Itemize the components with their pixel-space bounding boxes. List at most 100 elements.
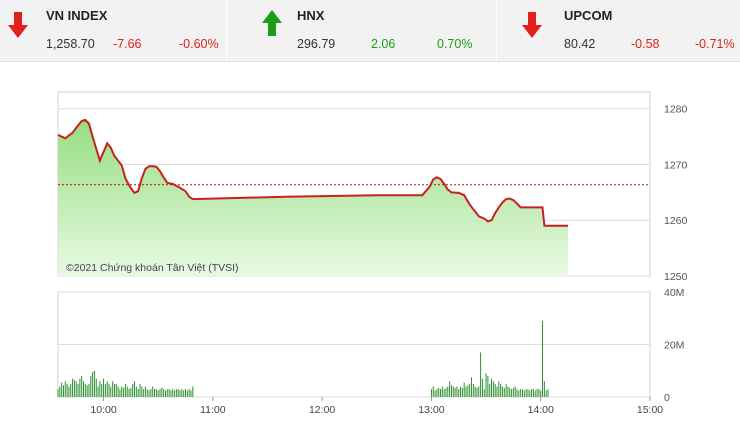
volume-bar <box>132 383 134 398</box>
volume-bar <box>447 386 449 397</box>
volume-bars <box>57 320 549 398</box>
index-change: -7.66 <box>113 37 142 51</box>
volume-bar <box>157 390 159 397</box>
volume-bar <box>101 383 103 398</box>
arrow-up-icon <box>262 10 282 36</box>
volume-axis-tick-label: 40M <box>664 287 684 299</box>
volume-bar <box>113 383 115 398</box>
volume-bar <box>449 381 451 397</box>
volume-bar <box>452 386 454 397</box>
volume-bar <box>489 383 491 398</box>
price-axis-tick-label: 1250 <box>664 271 688 283</box>
volume-bar <box>130 387 132 397</box>
volume-bar <box>454 387 456 397</box>
price-axis-tick-label: 1280 <box>664 104 688 116</box>
header-divider <box>496 0 497 61</box>
volume-bar <box>190 390 192 397</box>
volume-bar <box>175 389 177 398</box>
volume-bar <box>463 382 465 397</box>
volume-bar <box>104 383 106 398</box>
volume-bar <box>137 389 139 398</box>
volume-bar <box>485 373 487 398</box>
volume-bar <box>59 386 61 397</box>
volume-bar <box>503 387 505 397</box>
axes: 1280 1270 1260 1250 40M 20M 0 10:00 11:00 12:00 13… <box>90 104 687 416</box>
volume-bar <box>538 389 540 398</box>
index-value: 1,258.70 <box>46 37 95 51</box>
chart-watermark: ©2021 Chứng khoán Tân Việt (TVSI) <box>66 262 239 274</box>
volume-bar <box>470 377 472 397</box>
volume-bar <box>521 389 523 398</box>
index-card-vnindex[interactable]: VN INDEX 1,258.70 -7.66 -0.60% <box>0 0 225 61</box>
volume-bar <box>126 386 128 397</box>
volume-bar <box>487 376 489 397</box>
volume-bar <box>501 386 503 397</box>
volume-bar <box>86 385 88 397</box>
index-value: 296.79 <box>297 37 336 51</box>
time-axis-tick-label: 13:00 <box>418 404 444 416</box>
volume-bar <box>432 386 434 397</box>
volume-bar <box>155 389 157 398</box>
volume-bar <box>92 372 94 397</box>
volume-bar <box>507 386 509 397</box>
volume-bar <box>150 389 152 398</box>
volume-bar <box>57 389 59 398</box>
volume-bar <box>83 381 84 397</box>
volume-bar <box>185 389 187 398</box>
price-area <box>58 119 568 277</box>
volume-bar <box>172 389 174 398</box>
volume-bar <box>492 381 494 397</box>
volume-bar <box>93 370 95 397</box>
volume-bar <box>460 386 462 397</box>
volume-bar <box>445 387 447 397</box>
volume-axis-tick-label: 0 <box>664 392 670 404</box>
volume-bar <box>498 381 500 397</box>
volume-bar <box>181 389 183 398</box>
index-name: UPCOM <box>564 8 613 23</box>
volume-bar <box>461 387 463 397</box>
volume-bar <box>143 389 145 398</box>
volume-bar <box>159 389 161 398</box>
volume-bar <box>64 381 66 397</box>
volume-bar <box>545 390 547 397</box>
volume-bar <box>518 390 520 397</box>
volume-bar <box>540 390 542 397</box>
volume-bar <box>79 378 81 398</box>
volume-bar <box>472 383 474 398</box>
volume-bar <box>186 390 188 397</box>
volume-bar <box>456 386 458 397</box>
volume-bar <box>166 389 168 398</box>
arrow-down-icon <box>522 12 542 38</box>
volume-bar <box>483 389 485 398</box>
index-percent: -0.71% <box>695 37 735 51</box>
volume-bar <box>177 389 179 398</box>
volume-bar <box>73 379 75 397</box>
volume-bar <box>75 381 77 397</box>
volume-bar <box>542 320 544 398</box>
volume-bar <box>480 352 482 398</box>
volume-bar <box>66 383 68 398</box>
volume-bar <box>168 389 170 398</box>
volume-bar <box>436 389 438 398</box>
volume-bar <box>494 383 496 398</box>
volume-bar <box>534 390 536 397</box>
volume-bar <box>164 390 166 397</box>
header-divider <box>226 0 227 61</box>
volume-bar <box>188 389 190 398</box>
volume-bar <box>81 376 83 397</box>
time-axis-tick-label: 10:00 <box>90 404 116 416</box>
index-card-hnx[interactable]: HNX 296.79 2.06 0.70% <box>227 0 495 61</box>
volume-bar <box>70 383 72 398</box>
volume-bar <box>547 389 549 398</box>
time-axis-tick-label: 14:00 <box>528 404 554 416</box>
volume-bar <box>474 386 476 397</box>
volume-bar <box>443 389 445 398</box>
index-change: 2.06 <box>371 37 396 51</box>
volume-bar <box>148 390 150 397</box>
volume-bar <box>90 376 92 397</box>
price-line <box>57 118 568 227</box>
index-card-upcom[interactable]: UPCOM 80.42 -0.58 -0.71% <box>497 0 740 61</box>
volume-axis-tick-label: 20M <box>664 340 684 352</box>
volume-bar <box>476 387 478 397</box>
